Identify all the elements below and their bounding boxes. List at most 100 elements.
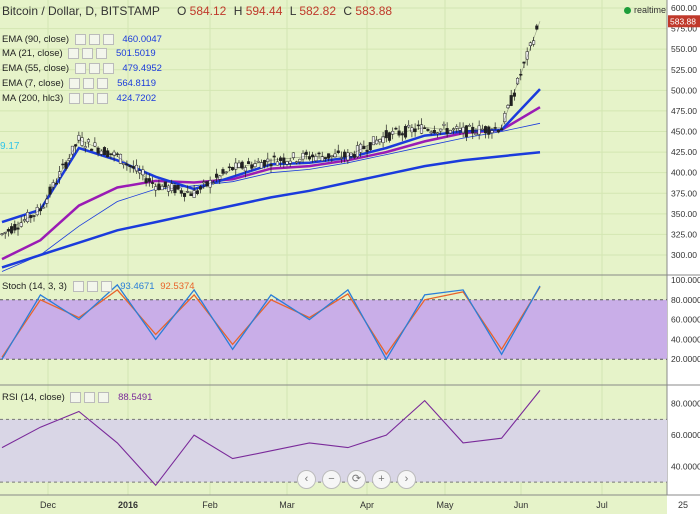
realtime-dot-icon xyxy=(623,7,631,15)
candle-body xyxy=(154,186,158,191)
candle-body xyxy=(125,163,129,166)
candle-body xyxy=(349,152,353,157)
eye-icon[interactable] xyxy=(74,34,86,45)
candle-body xyxy=(86,139,91,143)
close-icon[interactable] xyxy=(96,48,108,59)
candle-body xyxy=(272,155,276,158)
candle-body xyxy=(419,124,424,134)
candle-body xyxy=(90,148,94,151)
close-icon[interactable] xyxy=(96,93,108,104)
candle-body xyxy=(516,78,520,85)
candle-body xyxy=(35,207,39,216)
side-value-label: 9.17 xyxy=(0,141,20,152)
forward-icon[interactable]: › xyxy=(397,470,416,489)
stoch-tick-label: 40.0000 xyxy=(671,334,700,344)
stoch-legend[interactable]: Stoch (14, 3, 3) 93.4671 92.5374 xyxy=(2,281,195,293)
candle-body xyxy=(291,152,295,158)
close-icon[interactable] xyxy=(97,78,109,89)
candle-body xyxy=(231,167,235,171)
candle-body xyxy=(311,154,315,158)
stoch-k-value: 93.4671 xyxy=(120,281,155,293)
candle-body xyxy=(13,223,17,231)
candle-body xyxy=(131,166,135,169)
close-icon[interactable] xyxy=(102,34,114,45)
candle-body xyxy=(375,139,379,145)
candle-body xyxy=(522,61,526,64)
price-tick-label: 550.00 xyxy=(671,44,697,54)
settings-icon[interactable] xyxy=(86,281,98,292)
low-label: L xyxy=(289,4,296,18)
time-tick-label: Jul xyxy=(596,500,608,510)
candle-body xyxy=(99,150,103,155)
candle-body xyxy=(160,185,164,191)
realtime-indicator: realtime xyxy=(623,5,666,15)
candle-body xyxy=(45,198,49,204)
time-tick-label: Dec xyxy=(40,500,57,510)
eye-icon[interactable] xyxy=(68,48,80,59)
candle-body xyxy=(339,157,344,159)
candle-body xyxy=(298,158,302,162)
candle-body xyxy=(240,161,244,169)
candle-body xyxy=(384,130,388,139)
eye-icon[interactable] xyxy=(70,392,82,403)
candle-body xyxy=(83,146,87,149)
indicator-value: 424.7202 xyxy=(116,93,157,105)
candle-body xyxy=(215,173,219,178)
indicator-ma21[interactable]: MA (21, close) 501.5019 xyxy=(2,48,156,60)
candle-body xyxy=(112,151,116,156)
candle-body xyxy=(400,133,404,136)
candle-body xyxy=(525,51,529,60)
close-icon[interactable] xyxy=(100,281,112,292)
reset-icon[interactable]: ⟳ xyxy=(347,470,366,489)
zoom-in-icon[interactable]: + xyxy=(372,470,391,489)
eye-icon[interactable] xyxy=(69,78,81,89)
candle-body xyxy=(54,183,58,185)
candle-body xyxy=(74,144,78,147)
eye-icon[interactable] xyxy=(72,281,84,292)
candle-body xyxy=(503,113,507,122)
indicator-ema7[interactable]: EMA (7, close) 564.8119 xyxy=(2,78,156,90)
candle-body xyxy=(519,73,523,76)
time-tick-label: 2016 xyxy=(118,500,138,510)
candle-body xyxy=(77,135,81,141)
rsi-tick-label: 80.0000 xyxy=(671,399,700,409)
close-icon[interactable] xyxy=(98,392,110,403)
candle-body xyxy=(435,132,440,134)
eye-icon[interactable] xyxy=(74,63,86,74)
zoom-out-icon[interactable]: ‹ xyxy=(297,470,316,489)
candle-body xyxy=(506,105,510,109)
candle-body xyxy=(471,126,475,134)
series-price-close xyxy=(1,21,541,235)
candle-body xyxy=(304,151,308,155)
settings-icon[interactable] xyxy=(82,93,94,104)
rsi-value: 88.5491 xyxy=(118,392,153,404)
close-icon[interactable] xyxy=(102,63,114,74)
indicator-ema55[interactable]: EMA (55, close) 479.4952 xyxy=(2,63,162,75)
indicator-ma200[interactable]: MA (200, hlc3) 424.7202 xyxy=(2,93,157,105)
series-ma-200-hlc3- xyxy=(1,151,541,269)
close-value: 583.88 xyxy=(355,4,393,18)
candle-body xyxy=(279,157,283,162)
candle-body xyxy=(182,192,187,197)
indicator-value: 501.5019 xyxy=(116,48,156,60)
settings-icon[interactable] xyxy=(82,48,94,59)
candles xyxy=(0,23,539,239)
candle-body xyxy=(80,137,84,146)
candle-body xyxy=(535,25,539,30)
candle-body xyxy=(467,124,472,127)
settings-icon[interactable] xyxy=(83,78,95,89)
rsi-legend[interactable]: RSI (14, close) 88.5491 xyxy=(2,392,153,404)
settings-icon[interactable] xyxy=(88,34,100,45)
candle-body xyxy=(391,131,395,135)
back-icon[interactable]: − xyxy=(322,470,341,489)
candle-body xyxy=(163,181,167,188)
settings-icon[interactable] xyxy=(88,63,100,74)
candle-body xyxy=(16,227,20,230)
rsi-tick-label: 40.0000 xyxy=(671,461,700,471)
candle-body xyxy=(461,126,465,133)
eye-icon[interactable] xyxy=(68,93,80,104)
settings-icon[interactable] xyxy=(84,392,96,403)
indicator-ema90[interactable]: EMA (90, close) 460.0047 xyxy=(2,34,162,46)
candle-body xyxy=(484,126,488,134)
